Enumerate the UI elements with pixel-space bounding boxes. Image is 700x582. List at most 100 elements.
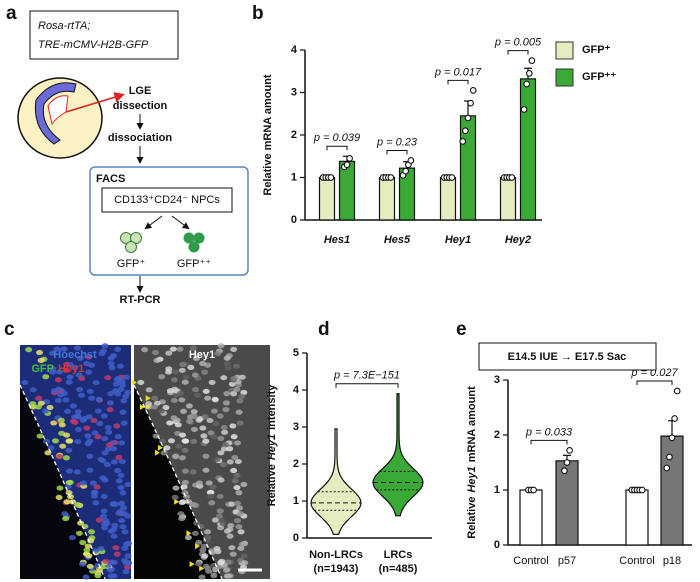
nucleus	[192, 386, 200, 393]
nucleus	[182, 438, 190, 444]
nucleus	[102, 558, 110, 564]
nucleus	[88, 529, 96, 535]
nucleus	[194, 392, 202, 398]
nucleus	[112, 545, 120, 551]
nucleus	[94, 573, 102, 579]
nucleus	[210, 573, 218, 579]
y-tick-label: 2	[293, 458, 299, 470]
nucleus	[217, 477, 225, 483]
nucleus	[57, 417, 65, 423]
y-tick-label: 0	[291, 214, 297, 226]
nucleus	[152, 349, 160, 356]
x-tick-label: p18	[663, 555, 681, 567]
nucleus	[180, 408, 188, 414]
bar	[660, 435, 684, 546]
nucleus	[189, 345, 197, 351]
cell	[188, 241, 200, 253]
nucleus	[64, 408, 72, 414]
nucleus	[121, 529, 129, 535]
nucleus	[114, 375, 122, 382]
nucleus	[117, 472, 125, 478]
nucleus	[120, 398, 128, 404]
nucleus	[192, 355, 200, 361]
nucleus	[106, 406, 114, 413]
x-tick-label: Hes5	[384, 234, 411, 246]
nucleus	[50, 420, 58, 426]
y-axis-label: Relative mRNA amount	[262, 74, 274, 196]
nucleus	[201, 553, 209, 559]
arrowhead	[157, 444, 163, 451]
nucleus	[181, 490, 189, 496]
nucleus	[218, 558, 226, 564]
nucleus	[233, 472, 241, 478]
step: dissociation	[108, 132, 172, 144]
violin	[310, 428, 362, 535]
nucleus	[236, 511, 244, 517]
nucleus	[199, 547, 207, 553]
nucleus	[118, 458, 126, 465]
nucleus	[36, 433, 44, 439]
nucleus	[56, 453, 64, 460]
nucleus	[114, 467, 122, 474]
nucleus	[62, 515, 70, 522]
data-point	[666, 453, 673, 461]
nucleus	[204, 395, 212, 401]
nucleus	[74, 414, 82, 420]
nucleus	[179, 361, 187, 368]
nucleus	[190, 414, 198, 420]
nucleus	[114, 391, 122, 397]
bar	[555, 460, 579, 546]
legend-label: GFP⁺⁺	[582, 71, 616, 83]
nucleus	[229, 423, 237, 429]
nucleus	[201, 354, 209, 360]
p-bracket	[507, 50, 529, 55]
nucleus	[54, 377, 62, 383]
nucleus	[171, 494, 179, 500]
nucleus	[199, 360, 207, 367]
nucleus	[181, 447, 189, 453]
panel-label: c	[4, 319, 15, 340]
error-bar	[668, 420, 676, 437]
nucleus	[226, 533, 234, 539]
nucleus	[201, 369, 209, 375]
sample-size: (n=1943)	[314, 563, 359, 575]
nucleus	[83, 425, 91, 431]
nucleus	[120, 420, 128, 426]
nucleus	[152, 433, 160, 439]
nucleus	[79, 480, 87, 486]
violin	[372, 393, 424, 517]
nucleus	[77, 520, 85, 526]
nucleus	[114, 346, 122, 352]
nucleus	[213, 456, 221, 463]
nucleus	[84, 543, 92, 549]
legend-swatch	[555, 41, 574, 60]
nucleus	[124, 481, 132, 488]
cell	[125, 241, 137, 253]
arrowhead	[174, 498, 180, 505]
nucleus	[204, 529, 212, 535]
nucleus	[104, 424, 112, 431]
nucleus	[206, 417, 214, 424]
nucleus	[211, 396, 219, 402]
nucleus	[237, 545, 245, 551]
nucleus	[238, 374, 246, 380]
panel-label: d	[318, 319, 330, 340]
nucleus	[36, 349, 44, 356]
nucleus	[174, 422, 182, 428]
facs-title: FACS	[96, 173, 125, 185]
nucleus	[78, 392, 86, 398]
nucleus	[190, 409, 198, 415]
nucleus	[118, 440, 126, 446]
nucleus	[195, 561, 203, 567]
nucleus	[170, 377, 178, 383]
nucleus	[42, 374, 50, 380]
nucleus	[200, 433, 208, 439]
y-tick-label: 3	[494, 374, 500, 386]
nucleus	[181, 468, 189, 474]
data-point	[566, 447, 573, 454]
nucleus	[234, 517, 242, 524]
nucleus	[119, 490, 127, 496]
data-point	[528, 57, 536, 64]
nucleus	[210, 434, 218, 440]
nucleus	[214, 350, 222, 357]
